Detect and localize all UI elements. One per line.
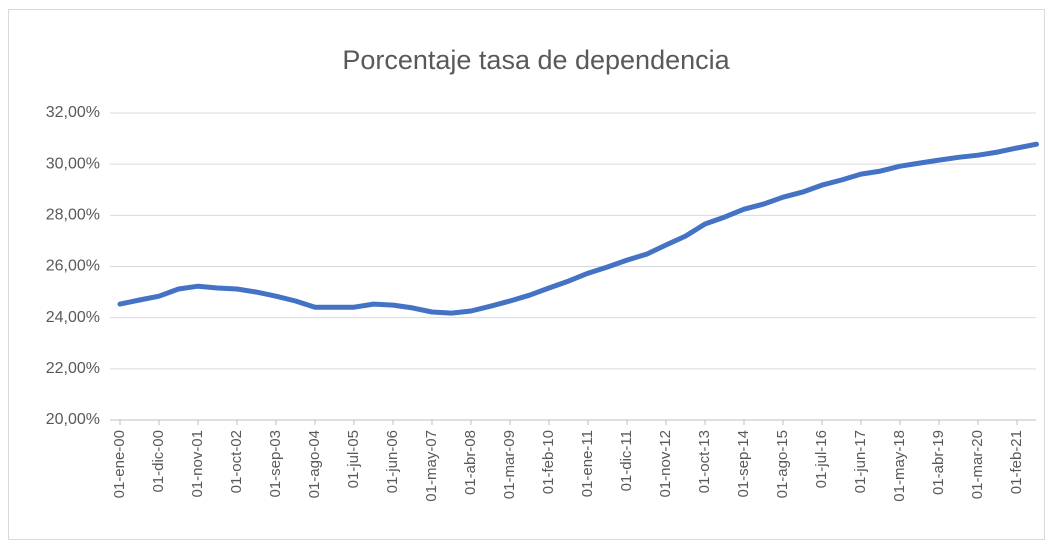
x-tick-label: 01-ene-00 <box>111 430 128 498</box>
x-tick-label: 01-feb-10 <box>540 430 557 494</box>
x-tick-label: 01-abr-19 <box>930 430 947 495</box>
x-tick-label: 01-dic-11 <box>618 430 635 491</box>
y-tick-label: 24,00% <box>46 309 100 326</box>
y-tick-label: 22,00% <box>46 360 100 377</box>
x-tick-label: 01-nov-12 <box>657 430 674 498</box>
y-tick-label: 28,00% <box>46 207 100 224</box>
x-tick-label: 01-feb-21 <box>1008 430 1025 494</box>
chart-border <box>8 9 1045 540</box>
x-tick-label: 01-jul-16 <box>813 430 830 488</box>
x-tick-label: 01-jun-17 <box>852 430 869 493</box>
x-tick-label: 01-nov-01 <box>189 430 206 498</box>
x-tick-label: 01-jun-06 <box>384 430 401 493</box>
chart-title: Porcentaje tasa de dependencia <box>342 45 730 75</box>
x-tick-label: 01-abr-08 <box>462 430 479 495</box>
x-tick-label: 01-sep-03 <box>267 430 284 498</box>
x-tick-label: 01-ene-11 <box>579 430 596 497</box>
y-tick-label: 30,00% <box>46 155 100 172</box>
y-tick-label: 20,00% <box>46 411 100 428</box>
y-tick-label: 32,00% <box>46 104 100 121</box>
x-tick-label: 01-mar-09 <box>501 430 518 499</box>
x-tick-label: 01-jul-05 <box>345 430 362 488</box>
x-tick-label: 01-mar-20 <box>969 430 986 499</box>
y-tick-label: 26,00% <box>46 258 100 275</box>
x-tick-label: 01-sep-14 <box>735 430 752 498</box>
x-tick-label: 01-dic-00 <box>150 430 167 493</box>
x-tick-label: 01-may-18 <box>891 430 908 502</box>
x-tick-label: 01-ago-15 <box>774 430 791 498</box>
x-tick-label: 01-ago-04 <box>306 430 323 498</box>
x-tick-label: 01-may-07 <box>423 430 440 502</box>
x-tick-label: 01-oct-13 <box>696 430 713 493</box>
x-tick-label: 01-oct-02 <box>228 430 245 493</box>
data-line <box>117 141 1039 316</box>
